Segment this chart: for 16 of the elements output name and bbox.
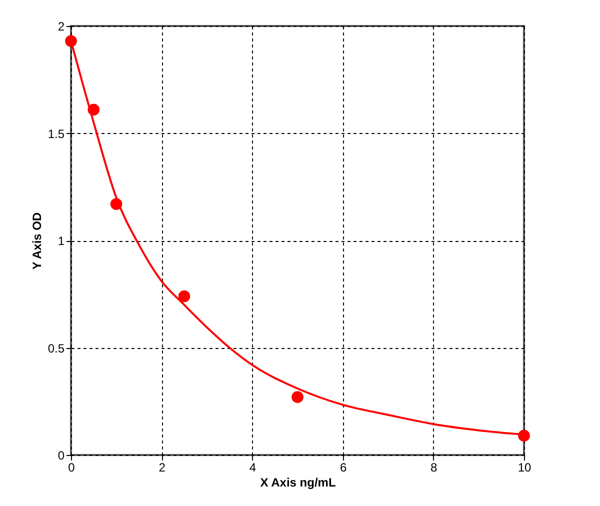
x-tick-label: 8 [430, 460, 438, 474]
y-tick-label: 1.5 [48, 126, 65, 141]
point [292, 391, 304, 403]
x-tick-label: 10 [518, 460, 532, 474]
x-axis-title: X Axis ng/mL [260, 476, 336, 490]
x-tick-label: 4 [249, 460, 256, 474]
x-tick-label: 0 [68, 460, 76, 474]
y-axis-title: Y Axis OD [30, 212, 44, 270]
x-tick-label: 2 [158, 460, 166, 474]
x-tick-label: 6 [340, 460, 347, 474]
point [518, 430, 530, 442]
point [178, 290, 190, 302]
y-tick-label: 0.5 [48, 341, 65, 356]
y-tick-label: 0 [58, 448, 65, 462]
y-tick-label: 1 [58, 234, 65, 248]
y-tick-label: 2 [58, 20, 65, 34]
